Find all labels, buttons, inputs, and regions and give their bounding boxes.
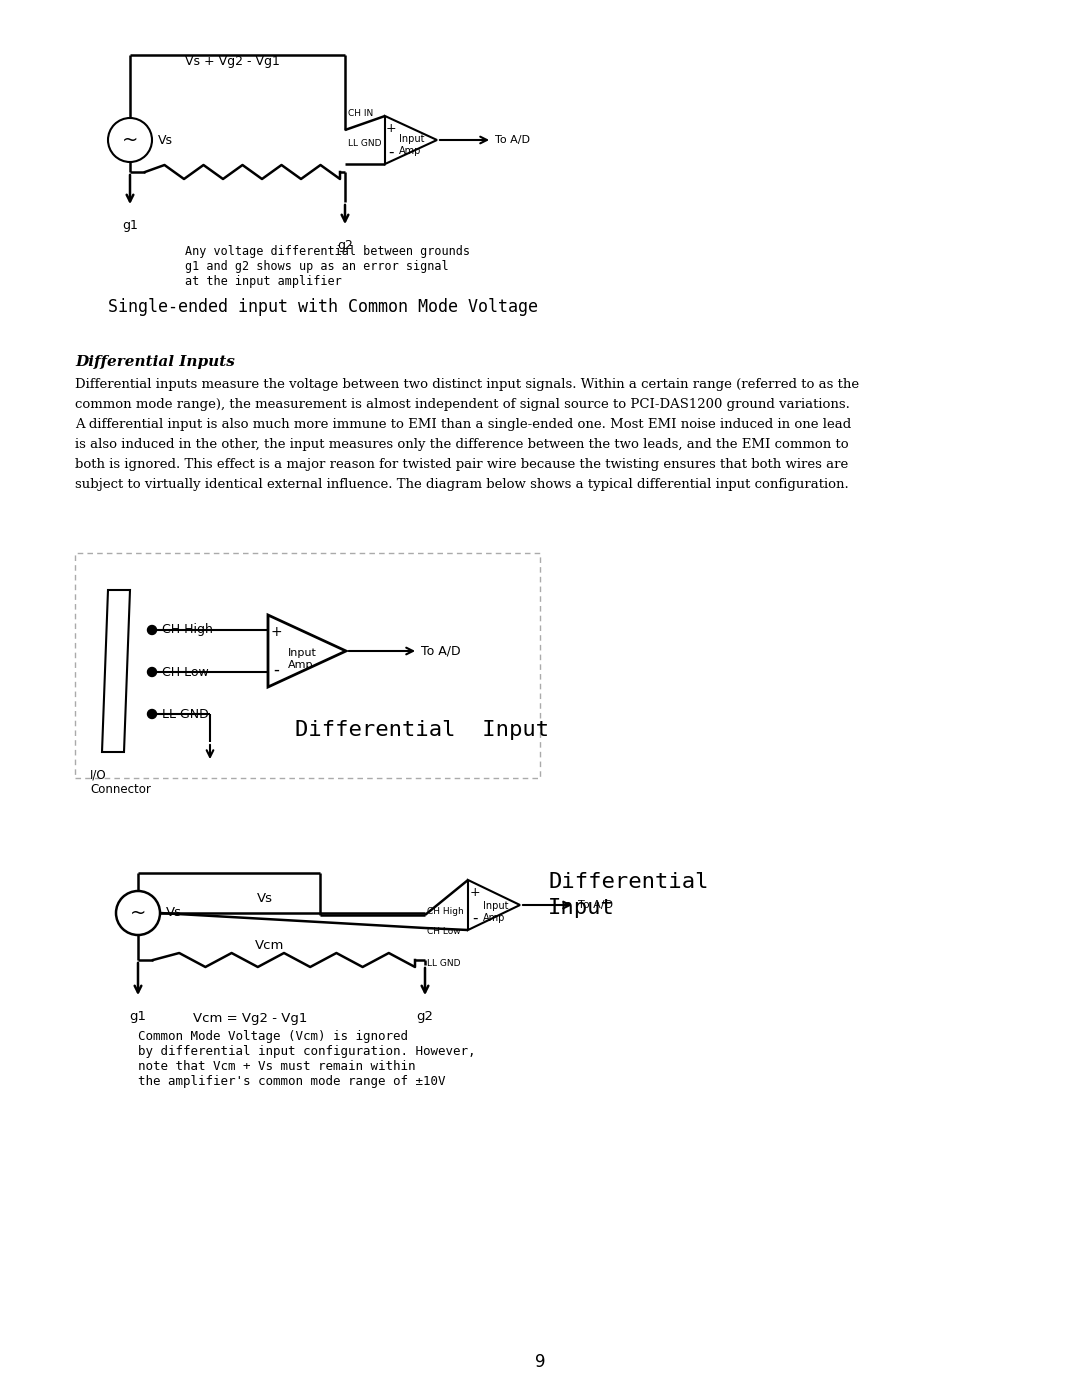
Circle shape (148, 668, 157, 676)
Text: g1: g1 (130, 1010, 147, 1023)
Text: CH IN: CH IN (348, 109, 374, 117)
Text: CH High: CH High (427, 907, 463, 915)
Text: Differential Inputs: Differential Inputs (75, 355, 234, 369)
Text: g1: g1 (122, 219, 138, 232)
Text: LL GND: LL GND (162, 707, 208, 721)
Text: I/O
Connector: I/O Connector (90, 768, 151, 796)
Text: Differential inputs measure the voltage between two distinct input signals. With: Differential inputs measure the voltage … (75, 379, 859, 391)
Text: Vcm = Vg2 - Vg1: Vcm = Vg2 - Vg1 (193, 1011, 308, 1025)
Text: Common Mode Voltage (Vcm) is ignored
by differential input configuration. Howeve: Common Mode Voltage (Vcm) is ignored by … (138, 1030, 475, 1088)
Text: LL GND: LL GND (348, 138, 381, 148)
Text: g2: g2 (337, 239, 353, 251)
Text: 9: 9 (535, 1354, 545, 1370)
Text: To A/D: To A/D (421, 644, 461, 658)
Text: Vs: Vs (257, 893, 273, 905)
Text: -: - (273, 661, 279, 679)
Text: subject to virtually identical external influence. The diagram below shows a typ: subject to virtually identical external … (75, 478, 849, 490)
Text: LL GND: LL GND (427, 960, 460, 968)
Text: To A/D: To A/D (495, 136, 530, 145)
Text: A differential input is also much more immune to EMI than a single-ended one. Mo: A differential input is also much more i… (75, 418, 851, 432)
Text: Input
Amp: Input Amp (483, 901, 509, 923)
Text: Vs: Vs (158, 134, 173, 147)
Text: Input
Amp: Input Amp (399, 134, 424, 156)
Text: CH Low: CH Low (162, 665, 208, 679)
Text: Differential  Input: Differential Input (295, 719, 549, 740)
Text: common mode range), the measurement is almost independent of signal source to PC: common mode range), the measurement is a… (75, 398, 850, 411)
Text: -: - (388, 144, 394, 159)
Circle shape (148, 710, 157, 718)
Circle shape (148, 626, 157, 634)
Text: CH High: CH High (162, 623, 213, 637)
Text: CH Low: CH Low (427, 928, 461, 936)
Text: +: + (470, 886, 481, 898)
Text: both is ignored. This effect is a major reason for twisted pair wire because the: both is ignored. This effect is a major … (75, 458, 848, 471)
Text: ~: ~ (130, 904, 146, 922)
Text: Input
Amp: Input Amp (288, 648, 316, 669)
Text: To A/D: To A/D (578, 900, 613, 909)
Text: Vcm: Vcm (255, 939, 285, 951)
Text: Differential
Input: Differential Input (548, 872, 708, 918)
Text: is also induced in the other, the input measures only the difference between the: is also induced in the other, the input … (75, 439, 849, 451)
Text: -: - (472, 911, 477, 925)
Bar (75, 553, 540, 778)
Text: +: + (386, 122, 396, 134)
Text: Any voltage differential between grounds
g1 and g2 shows up as an error signal
a: Any voltage differential between grounds… (185, 244, 470, 288)
Text: Vs + Vg2 - Vg1: Vs + Vg2 - Vg1 (185, 54, 280, 68)
Text: g2: g2 (417, 1010, 433, 1023)
Text: Vs: Vs (166, 907, 183, 919)
Text: Single-ended input with Common Mode Voltage: Single-ended input with Common Mode Volt… (108, 298, 538, 316)
Text: ~: ~ (122, 130, 138, 149)
Text: +: + (270, 624, 282, 638)
